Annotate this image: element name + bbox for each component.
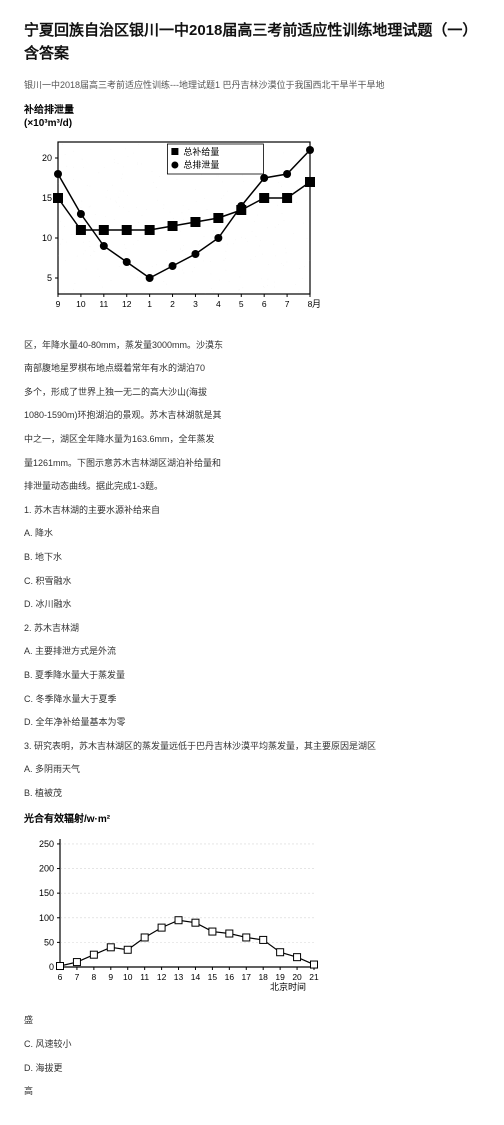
svg-text:7: 7 — [285, 299, 290, 309]
chart1-svg: 5101520910111212345678月总补给量总排泄量 — [24, 136, 324, 316]
svg-text:17: 17 — [242, 972, 252, 982]
svg-text:4: 4 — [216, 299, 221, 309]
chart2-ylabel: 光合有效辐射/w·m² — [24, 810, 480, 825]
body-line: D. 冰川融水 — [24, 594, 480, 616]
svg-text:9: 9 — [56, 299, 61, 309]
svg-text:11: 11 — [140, 972, 149, 982]
body-line: A. 降水 — [24, 523, 480, 545]
svg-text:20: 20 — [292, 972, 302, 982]
body-line: B. 植被茂 — [24, 783, 480, 805]
body-line: 多个，形成了世界上独一无二的高大沙山(海拔 — [24, 382, 480, 404]
body-line: A. 主要排泄方式是外流 — [24, 641, 480, 663]
svg-text:150: 150 — [39, 889, 54, 899]
svg-text:总排泄量: 总排泄量 — [183, 159, 219, 170]
body-line: 中之一，湖区全年降水量为163.6mm，全年蒸发 — [24, 429, 480, 451]
svg-text:15: 15 — [208, 972, 218, 982]
svg-text:200: 200 — [39, 864, 54, 874]
svg-text:16: 16 — [225, 972, 235, 982]
svg-text:15: 15 — [42, 193, 52, 203]
body-line: 2. 苏木吉林湖 — [24, 618, 480, 640]
svg-text:250: 250 — [39, 839, 54, 849]
svg-text:5: 5 — [47, 273, 52, 283]
body-line: 1. 苏木吉林湖的主要水源补给来自 — [24, 500, 480, 522]
body-line: B. 夏季降水量大于蒸发量 — [24, 665, 480, 687]
chart2-container: 0 50 100 150 200 250 6 7 8 9 10 11 12 13 14 15 16 17 18 19 2… — [24, 831, 480, 996]
svg-text:0: 0 — [49, 962, 54, 972]
body-line: B. 地下水 — [24, 547, 480, 569]
svg-text:9: 9 — [108, 972, 113, 982]
svg-text:100: 100 — [39, 913, 54, 923]
svg-text:月: 月 — [312, 299, 321, 309]
svg-text:5: 5 — [239, 299, 244, 309]
chart1-ylabel-line2: (×10³m³/d) — [24, 117, 480, 130]
body-line: C. 风速较小 — [24, 1034, 480, 1056]
svg-text:10: 10 — [42, 233, 52, 243]
svg-text:7: 7 — [75, 972, 80, 982]
svg-text:12: 12 — [122, 299, 132, 309]
svg-text:21: 21 — [309, 972, 319, 982]
body-line: 区，年降水量40-80mm，蒸发量3000mm。沙漠东 — [24, 335, 480, 357]
svg-text:11: 11 — [99, 299, 108, 309]
body-line: 量1261mm。下图示意苏木吉林湖区湖泊补给量和 — [24, 453, 480, 475]
body-line: A. 多阴雨天气 — [24, 759, 480, 781]
svg-text:1: 1 — [147, 299, 152, 309]
body-text-block: 区，年降水量40-80mm，蒸发量3000mm。沙漠东南部腹地星罗棋布地点缀着常… — [24, 335, 480, 805]
svg-text:14: 14 — [191, 972, 201, 982]
body-line: C. 冬季降水量大于夏季 — [24, 689, 480, 711]
svg-text:19: 19 — [275, 972, 285, 982]
svg-text:12: 12 — [157, 972, 167, 982]
body-line: 排泄量动态曲线。据此完成1-3题。 — [24, 476, 480, 498]
svg-text:13: 13 — [174, 972, 184, 982]
svg-text:3: 3 — [193, 299, 198, 309]
body-line: D. 全年净补给量基本为零 — [24, 712, 480, 734]
body-line: D. 海拔更 — [24, 1058, 480, 1080]
svg-text:10: 10 — [123, 972, 133, 982]
chart1-container: 5101520910111212345678月总补给量总排泄量 — [24, 136, 480, 321]
svg-text:总补给量: 总补给量 — [183, 146, 219, 157]
svg-text:20: 20 — [42, 153, 52, 163]
body-line: 南部腹地星罗棋布地点缀着常年有水的湖泊70 — [24, 358, 480, 380]
chart2-svg: 0 50 100 150 200 250 6 7 8 9 10 11 12 13 14 15 16 17 18 19 2… — [24, 831, 324, 991]
body-line: 3. 研究表明，苏木吉林湖区的蒸发量远低于巴丹吉林沙漠平均蒸发量，其主要原因是湖… — [24, 736, 480, 758]
svg-text:18: 18 — [258, 972, 268, 982]
svg-text:6: 6 — [262, 299, 267, 309]
svg-text:北京时间: 北京时间 — [270, 981, 306, 991]
svg-text:6: 6 — [58, 972, 63, 982]
body-line: C. 积雪融水 — [24, 571, 480, 593]
svg-text:8: 8 — [91, 972, 96, 982]
body-line: 盛 — [24, 1010, 480, 1032]
svg-text:10: 10 — [76, 299, 86, 309]
body-line: 1080-1590m)环抱湖泊的景观。苏木吉林湖就是其 — [24, 405, 480, 427]
tail-text-block: 盛C. 风速较小D. 海拔更高 — [24, 1010, 480, 1102]
svg-text:2: 2 — [170, 299, 175, 309]
body-line: 高 — [24, 1081, 480, 1103]
page-title: 宁夏回族自治区银川一中2018届高三考前适应性训练地理试题（一）含答案 — [24, 20, 480, 65]
svg-text:50: 50 — [44, 938, 54, 948]
chart1-ylabel-line1: 补给排泄量 — [24, 104, 480, 117]
page-subtitle: 银川一中2018届高三考前适应性训练---地理试题1 巴丹吉林沙漠位于我国西北干… — [24, 79, 480, 92]
